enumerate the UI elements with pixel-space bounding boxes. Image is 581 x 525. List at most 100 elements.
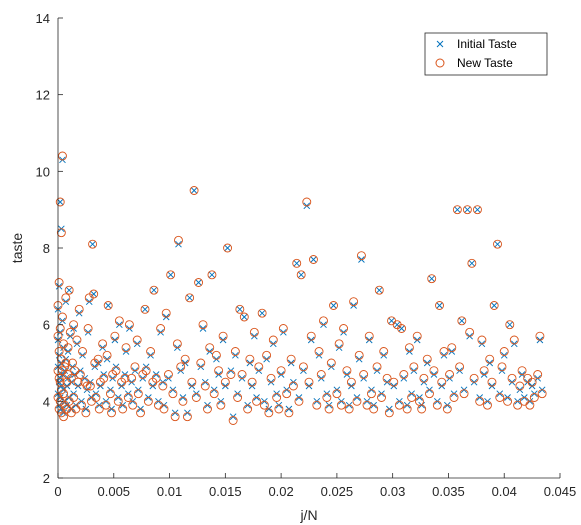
x-tick-label: 0.04 — [492, 484, 517, 499]
data-point-o — [507, 373, 517, 383]
data-point-o — [156, 324, 166, 333]
data-point-o — [205, 343, 215, 353]
data-point-o — [533, 370, 543, 379]
data-point-o — [329, 301, 338, 310]
data-point-o — [367, 389, 376, 399]
data-point-o — [252, 396, 262, 406]
data-point-o — [276, 366, 286, 376]
x-tick-label: 0.015 — [209, 484, 242, 499]
data-point-o — [274, 404, 284, 414]
data-point-o — [422, 354, 432, 364]
data-point-o — [211, 350, 221, 360]
data-point-x — [330, 302, 337, 309]
axes-layer: 0 0.005 0.01 0.015 0.02 0.025 0.03 0.035 0.04 0.0… — [36, 11, 577, 499]
legend-box — [424, 32, 548, 76]
data-point-o — [249, 327, 259, 337]
data-point-o — [515, 381, 525, 391]
data-point-o — [437, 377, 447, 387]
data-point-o — [132, 335, 142, 345]
data-point-o — [243, 404, 253, 414]
data-point-x — [240, 313, 248, 321]
data-point-o — [298, 362, 308, 372]
data-point-o — [91, 393, 101, 402]
data-point-o — [163, 370, 173, 379]
data-point-o — [89, 289, 99, 299]
data-point-o — [306, 331, 316, 341]
data-point-o — [254, 362, 264, 372]
y-tick-label: 6 — [43, 318, 50, 333]
data-point-o — [60, 362, 70, 372]
data-point-o — [78, 347, 87, 356]
x-tick-label: 0.02 — [268, 484, 293, 499]
data-point-o — [399, 370, 409, 379]
data-point-o — [237, 370, 247, 379]
data-point-o — [404, 343, 414, 353]
data-point-o — [429, 366, 439, 376]
data-point-o — [493, 239, 502, 249]
data-point-o — [189, 186, 199, 195]
data-point-o — [220, 377, 230, 387]
data-point-o — [447, 343, 457, 353]
data-point-x — [297, 271, 305, 279]
series-new-taste — [53, 151, 547, 425]
data-point-o — [356, 251, 366, 261]
data-point-o — [123, 393, 133, 402]
data-point-o — [81, 408, 91, 418]
data-point-x — [490, 302, 498, 309]
data-point-o — [369, 404, 379, 414]
data-point-o — [509, 335, 519, 345]
data-point-o — [98, 339, 108, 349]
data-point-o — [233, 393, 243, 402]
y-axis-label: taste — [9, 233, 25, 264]
data-point-o — [191, 393, 201, 402]
data-point-x — [141, 306, 149, 313]
y-tick-label: 14 — [36, 11, 50, 26]
data-point-o — [499, 347, 509, 356]
data-point-x — [293, 260, 301, 267]
data-point-o — [54, 373, 64, 383]
data-point-x — [494, 240, 501, 248]
data-point-o — [136, 408, 146, 418]
data-point-o — [525, 400, 535, 410]
x-tick-label: 0.045 — [544, 484, 577, 499]
data-point-o — [214, 366, 224, 376]
data-point-o — [266, 373, 276, 383]
data-point-o — [54, 278, 64, 287]
data-point-o — [262, 350, 272, 360]
data-point-o — [314, 347, 324, 356]
data-point-o — [382, 373, 392, 383]
data-point-o — [102, 350, 112, 360]
data-point-o — [359, 370, 369, 379]
data-point-o — [459, 389, 469, 399]
data-point-o — [316, 370, 326, 379]
data-point-o — [209, 389, 219, 399]
data-point-o — [485, 354, 495, 364]
data-point-o — [407, 393, 417, 402]
data-point-o — [294, 396, 304, 406]
data-point-o — [427, 274, 437, 284]
data-point-o — [264, 408, 274, 418]
data-point-o — [529, 393, 539, 402]
data-point-o — [417, 404, 427, 414]
x-axis-label: j/N — [299, 507, 317, 523]
data-point-o — [292, 258, 302, 268]
data-point-x — [375, 286, 383, 294]
data-point-o — [445, 370, 455, 379]
data-point-o — [235, 304, 245, 314]
data-point-o — [354, 350, 364, 360]
data-point-o — [194, 278, 204, 287]
data-point-o — [83, 324, 93, 333]
data-point-o — [128, 400, 138, 410]
y-tick-label: 10 — [36, 164, 50, 179]
data-point-o — [517, 366, 527, 376]
data-point-x — [224, 244, 231, 252]
data-point-o — [141, 366, 151, 376]
data-point-o — [223, 243, 233, 253]
data-point-o — [140, 304, 150, 314]
data-point-o — [364, 331, 374, 341]
data-point-o — [344, 404, 354, 414]
data-point-o — [527, 377, 537, 387]
data-point-x — [167, 271, 174, 279]
legend-label-initial-taste: Initial Taste — [457, 37, 517, 51]
data-point-o — [332, 389, 342, 399]
